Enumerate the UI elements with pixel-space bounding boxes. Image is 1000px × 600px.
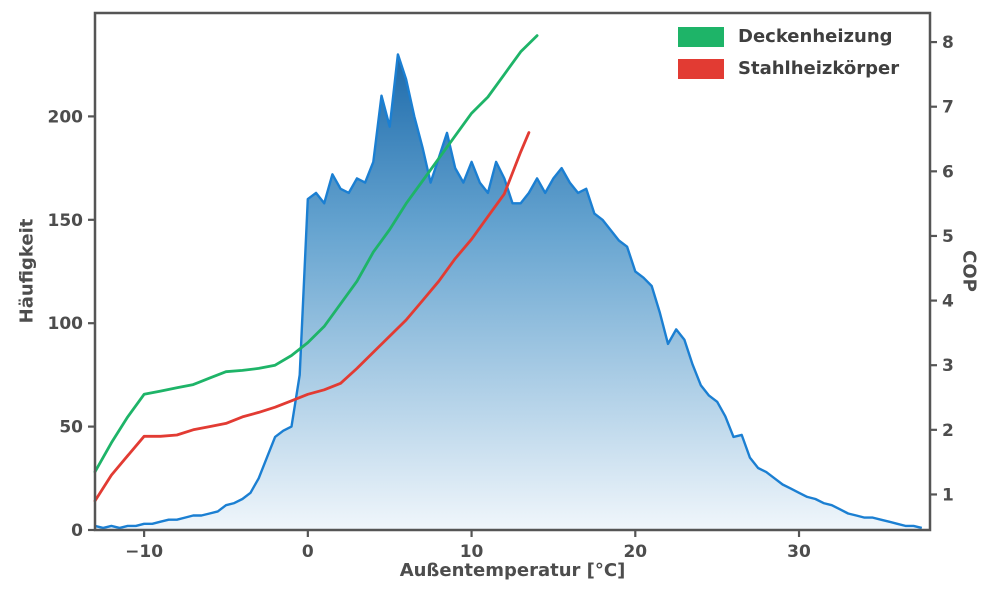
y-left-tick-label: 200	[48, 107, 84, 127]
x-tick-label: 30	[787, 542, 811, 562]
y-right-tick-label: 8	[942, 33, 954, 53]
series-line-0	[93, 34, 539, 474]
histogram-line	[94, 53, 923, 530]
x-ticks: −10 0 10 20 30	[125, 530, 811, 562]
y-right-tick-label: 3	[942, 356, 954, 376]
y-right-tick-label: 5	[942, 227, 954, 247]
legend-label-stahlheizkoerper: Stahlheizkörper	[738, 58, 900, 79]
series-line-1	[93, 131, 531, 503]
plot-frame	[93, 11, 932, 532]
y-axis-label-right: COP	[958, 250, 980, 292]
y-right-tick-label: 1	[942, 485, 954, 505]
y-left-tick-label: 100	[48, 314, 84, 334]
legend-swatch-stahlheizkoerper	[678, 58, 724, 79]
x-tick-label: 0	[302, 542, 314, 562]
legend-swatch-deckenheizung	[678, 26, 724, 47]
y-axis-label-left: Häufigkeit	[16, 218, 38, 324]
y-right-tick-label: 6	[942, 162, 954, 182]
legend-label-deckenheizung: Deckenheizung	[738, 26, 893, 47]
legend-item-stahlheizkoerper: Stahlheizkörper	[678, 58, 899, 79]
y-right-tick-label: 7	[942, 98, 954, 118]
y-left-tick-label: 50	[59, 418, 83, 438]
y-left-tick-label: 150	[48, 211, 84, 231]
x-tick-label: 10	[460, 542, 484, 562]
y-left-tick-label: 0	[71, 521, 83, 541]
legend-item-deckenheizung: Deckenheizung	[678, 26, 899, 47]
y-right-ticks: 1 2 3 4 5 6 7 8	[930, 33, 954, 505]
y-right-tick-label: 2	[942, 421, 954, 441]
y-left-ticks: 0 50 100 150 200	[48, 107, 95, 541]
y-right-tick-label: 4	[942, 292, 954, 312]
histogram-area	[95, 54, 922, 531]
x-axis-label: Außentemperatur [°C]	[399, 560, 626, 581]
x-tick-label: −10	[125, 542, 163, 562]
legend: Deckenheizung Stahlheizkörper	[678, 26, 899, 90]
x-tick-label: 20	[623, 542, 647, 562]
